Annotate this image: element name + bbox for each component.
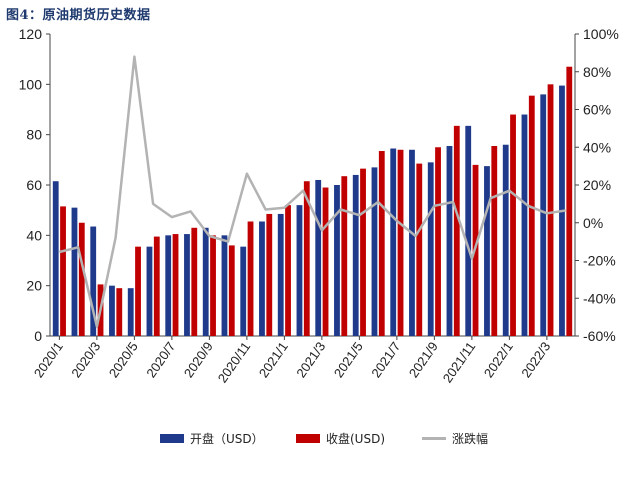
bar-close bbox=[172, 234, 179, 336]
bar-close bbox=[247, 221, 254, 336]
x-tick-label: 2020/9 bbox=[181, 339, 216, 380]
x-tick-label: 2021/3 bbox=[293, 339, 328, 380]
bar-open bbox=[90, 226, 97, 336]
bar-open bbox=[71, 207, 78, 336]
bar-open bbox=[202, 227, 209, 336]
bar-close bbox=[78, 222, 85, 336]
legend-item-close: 收盘(USD) bbox=[296, 430, 385, 447]
bar-close bbox=[378, 151, 385, 336]
bar-open bbox=[296, 205, 303, 336]
bar-close bbox=[266, 213, 273, 336]
chart-title: 图4：原油期货历史数据 bbox=[6, 8, 151, 23]
legend-label-close: 收盘(USD) bbox=[326, 432, 386, 446]
bar-close bbox=[210, 235, 216, 336]
bar-open bbox=[371, 167, 378, 336]
y2-tick-label: -20% bbox=[583, 253, 616, 269]
bar-close bbox=[416, 163, 423, 336]
bar-open bbox=[315, 179, 322, 336]
bar-close bbox=[191, 227, 198, 336]
bar-close bbox=[528, 95, 535, 337]
bar-close bbox=[435, 147, 441, 336]
x-tick-label: 2020/1 bbox=[31, 339, 66, 380]
bar-open bbox=[146, 246, 153, 336]
y2-tick-label: -40% bbox=[583, 290, 616, 306]
y2-tick-label: 40% bbox=[583, 139, 611, 155]
y-tick-label: 80 bbox=[26, 127, 42, 143]
bar-open bbox=[221, 235, 228, 336]
bar-close bbox=[322, 187, 329, 336]
legend-swatch-open bbox=[160, 434, 184, 443]
bar-open bbox=[409, 149, 415, 336]
bar-open bbox=[334, 185, 340, 336]
x-tick-label: 2021/7 bbox=[368, 339, 403, 380]
y-tick-label: 100 bbox=[19, 76, 43, 92]
chart-canvas: 0 20 40 60 80 100 120 -60% -40% -20% 0% 20% 40% 60% 80… bbox=[19, 26, 619, 385]
x-tick-label: 2020/11 bbox=[215, 339, 254, 385]
bar-close bbox=[303, 181, 310, 336]
bar-close bbox=[397, 149, 404, 336]
bar-open bbox=[502, 144, 509, 336]
y-tick-label: 40 bbox=[26, 227, 42, 243]
bar-open bbox=[352, 174, 359, 336]
bar-open bbox=[259, 221, 265, 336]
bar-open bbox=[240, 246, 247, 336]
bar-close bbox=[491, 145, 498, 336]
bar-open bbox=[465, 125, 472, 336]
y-tick-label: 120 bbox=[19, 26, 43, 42]
bar-open bbox=[484, 166, 490, 336]
x-tick-label: 2021/11 bbox=[440, 339, 479, 385]
x-tick-label: 2020/7 bbox=[143, 339, 178, 380]
bar-close bbox=[547, 84, 554, 336]
bar-close bbox=[153, 236, 160, 336]
bar-open bbox=[165, 235, 172, 336]
bar-close bbox=[341, 176, 348, 336]
y-tick-label: 20 bbox=[26, 278, 42, 294]
bar-open bbox=[127, 288, 134, 336]
bar-close bbox=[60, 206, 66, 336]
bar-open bbox=[427, 162, 434, 336]
bar-close bbox=[285, 205, 291, 336]
change-series-line bbox=[59, 55, 566, 328]
x-tick-label: 2022/1 bbox=[481, 339, 516, 380]
x-tick-label: 2020/3 bbox=[68, 339, 103, 380]
x-tick-label: 2021/1 bbox=[256, 339, 291, 380]
y2-tick-label: 0% bbox=[583, 215, 603, 231]
x-tick-label: 2022/3 bbox=[518, 339, 553, 380]
legend-swatch-close bbox=[296, 434, 320, 443]
change-line bbox=[59, 55, 566, 328]
bar-open bbox=[521, 114, 528, 337]
y2-tick-label: 20% bbox=[583, 177, 611, 193]
bar-close bbox=[510, 114, 516, 337]
legend-item-open: 开盘（USD） bbox=[160, 430, 264, 447]
legend-label-change: 涨跌幅 bbox=[452, 432, 489, 446]
y2-tick-label: -60% bbox=[583, 328, 616, 344]
x-tick-label: 2021/5 bbox=[331, 339, 366, 380]
legend-swatch-change bbox=[422, 437, 446, 440]
bars bbox=[52, 66, 573, 337]
y-tick-label: 0 bbox=[34, 328, 42, 344]
bar-close bbox=[228, 245, 235, 336]
bar-close bbox=[453, 125, 460, 336]
y2-tick-label: 80% bbox=[583, 64, 611, 80]
y-tick-label: 60 bbox=[26, 177, 42, 193]
bar-open bbox=[540, 94, 547, 337]
x-tick-label: 2021/9 bbox=[406, 339, 441, 380]
bar-open bbox=[184, 234, 190, 336]
bar-open bbox=[109, 285, 115, 336]
legend-item-change: 涨跌幅 bbox=[422, 430, 488, 447]
bar-close bbox=[566, 66, 573, 336]
bar-open bbox=[52, 181, 59, 336]
y2-tick-label: 100% bbox=[583, 26, 619, 42]
y2-tick-label: 60% bbox=[583, 102, 611, 118]
bar-open bbox=[446, 145, 453, 336]
legend: 开盘（USD） 收盘(USD) 涨跌幅 bbox=[0, 430, 640, 454]
legend-label-open: 开盘（USD） bbox=[190, 432, 264, 446]
bar-close bbox=[360, 168, 366, 336]
bar-close bbox=[135, 246, 141, 336]
bar-open bbox=[390, 148, 397, 336]
x-tick-label: 2020/5 bbox=[106, 339, 141, 380]
bar-close bbox=[116, 288, 123, 336]
bar-open bbox=[277, 213, 284, 336]
